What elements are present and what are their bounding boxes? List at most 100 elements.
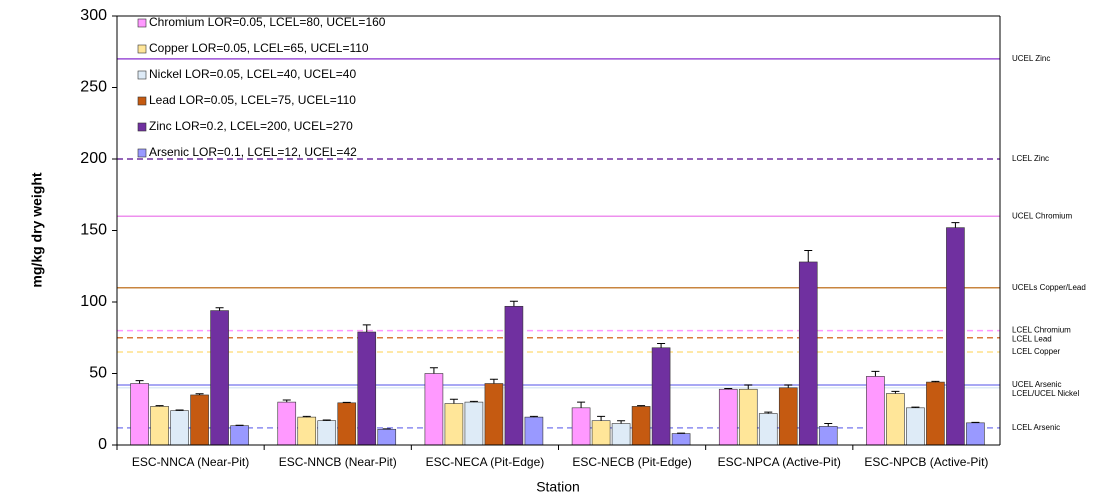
reference-label: LCEL Chromium (1012, 326, 1071, 335)
error-bar (215, 307, 224, 311)
bar (778, 387, 798, 446)
reference-label: UCELs Copper/Lead (1012, 283, 1086, 292)
error-bar (155, 405, 164, 407)
plot-area (117, 16, 1000, 445)
bar (671, 433, 691, 446)
error-bar (577, 401, 586, 408)
x-tick-label: ESC-NPCA (Active-Pit) (718, 455, 841, 469)
legend-swatch (137, 44, 147, 54)
bar (130, 383, 149, 446)
legend-label: Arsenic LOR=0.1, LCEL=12, UCEL=42 (149, 145, 357, 159)
error-bar (657, 342, 666, 348)
y-tick-label: 100 (80, 293, 107, 310)
y-axis-label: mg/kg dry weight (29, 172, 45, 287)
bar (190, 394, 209, 446)
error-bar (784, 384, 793, 388)
y-tick-label: 300 (80, 7, 107, 24)
y-tick-label: 0 (98, 436, 107, 453)
error-bar (489, 378, 498, 384)
error-bar (871, 370, 880, 377)
error-bar (724, 388, 733, 390)
bar (170, 410, 189, 446)
bar (504, 305, 524, 446)
reference-label: LCEL Zinc (1012, 154, 1049, 163)
error-bar (529, 415, 538, 418)
reference-label: LCEL Lead (1012, 335, 1052, 344)
bar (718, 388, 738, 446)
error-bar (824, 423, 833, 427)
bar (886, 393, 905, 446)
bar (297, 416, 317, 446)
y-tick-label: 250 (80, 79, 107, 96)
bar (738, 388, 758, 446)
reference-label: UCEL Zinc (1012, 54, 1050, 63)
error-bar (891, 390, 900, 394)
error-bar (362, 324, 371, 333)
bar (464, 401, 484, 446)
error-bar (322, 419, 331, 421)
error-bar (195, 393, 204, 395)
y-tick-label: 50 (89, 365, 107, 382)
bar (444, 403, 464, 446)
x-tick-label: ESC-NNCB (Near-Pit) (279, 455, 397, 469)
x-tick-label: ESC-NECA (Pit-Edge) (426, 455, 545, 469)
legend-label: Nickel LOR=0.05, LCEL=40, UCEL=40 (149, 67, 356, 81)
y-tick-label: 150 (80, 222, 107, 239)
reference-label: UCEL Chromium (1012, 211, 1072, 220)
legend-label: Lead LOR=0.05, LCEL=75, UCEL=110 (149, 93, 356, 107)
bar (484, 383, 504, 446)
error-bar (302, 415, 311, 418)
bar (906, 407, 925, 446)
bar (210, 310, 229, 446)
error-bar (744, 384, 753, 390)
reference-label: LCEL Arsenic (1012, 423, 1060, 432)
bar (758, 413, 778, 446)
bar (631, 406, 651, 446)
legend-swatch (137, 70, 147, 80)
bar (424, 373, 444, 446)
bar (946, 227, 965, 446)
error-bar (951, 222, 960, 228)
error-bar (449, 398, 458, 404)
x-axis-label: Station (536, 479, 580, 495)
legend-swatch (137, 148, 147, 158)
bar (524, 416, 544, 446)
error-bar (637, 405, 646, 407)
bar (317, 420, 337, 446)
reference-label: UCEL Arsenic (1012, 380, 1062, 389)
x-tick-label: ESC-NNCA (Near-Pit) (132, 455, 249, 469)
error-bar (764, 411, 773, 414)
bar (591, 420, 611, 446)
reference-label: LCEL/UCEL Nickel (1012, 389, 1080, 398)
error-bar (282, 399, 291, 403)
bar (377, 428, 397, 446)
bar (798, 261, 818, 446)
error-bar (469, 400, 478, 403)
bar (571, 407, 591, 446)
error-bar (931, 380, 940, 383)
error-bar (509, 300, 518, 307)
x-tick-label: ESC-NECB (Pit-Edge) (572, 455, 691, 469)
x-tick-label: ESC-NPCB (Active-Pit) (864, 455, 988, 469)
bar (337, 402, 357, 446)
error-bar (617, 420, 626, 424)
legend-swatch (137, 18, 147, 28)
bar (866, 376, 885, 446)
error-bar (911, 406, 920, 408)
error-bar (597, 415, 606, 421)
legend-label: Copper LOR=0.05, LCEL=65, UCEL=110 (149, 41, 369, 55)
error-bar (429, 367, 438, 374)
bar (357, 331, 377, 446)
reference-label: LCEL Copper (1012, 347, 1061, 356)
bar (926, 381, 945, 446)
error-bar (175, 409, 184, 411)
legend-label: Zinc LOR=0.2, LCEL=200, UCEL=270 (149, 119, 353, 133)
legend-label: Chromium LOR=0.05, LCEL=80, UCEL=160 (149, 15, 386, 29)
bar (611, 423, 631, 446)
bar (230, 425, 249, 446)
bar (277, 401, 297, 446)
bar (966, 422, 985, 446)
bar (818, 426, 838, 446)
error-bar (135, 380, 144, 384)
